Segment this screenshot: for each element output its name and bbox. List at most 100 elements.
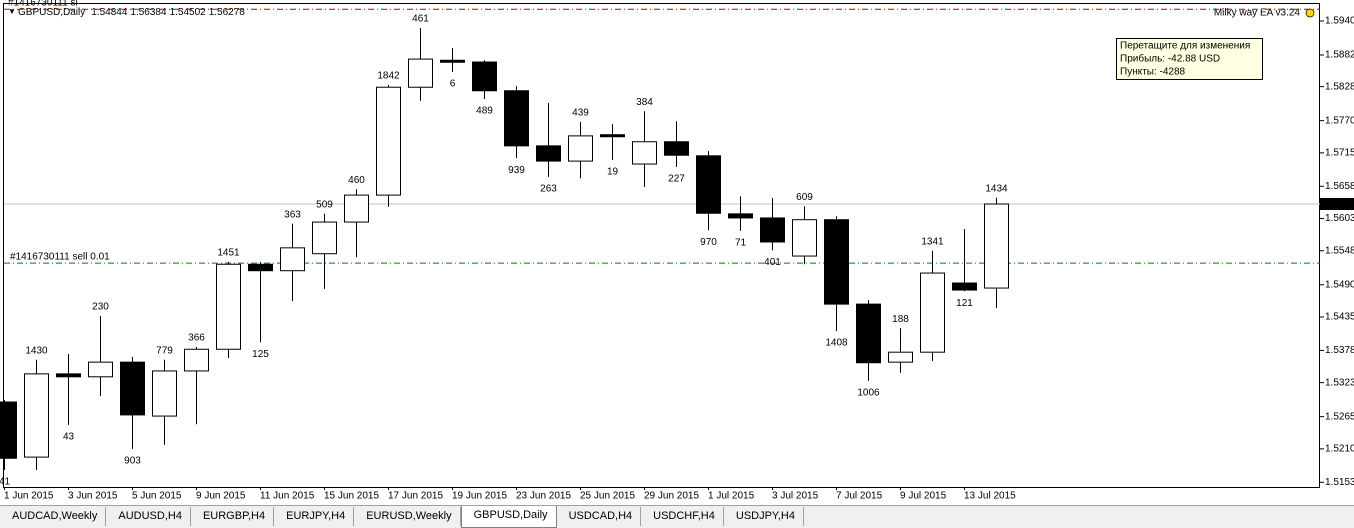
chart-tab[interactable]: AUDUSD,H4 [106,507,191,526]
stop-line-label: #1416730111 sl [8,0,78,9]
body-points-label: 121 [956,298,973,309]
x-tick-label: 13 Jul 2015 [964,491,1016,502]
y-tick-label: 1.5548 [1325,245,1354,256]
candle-body [0,401,17,459]
body-points-label: 188 [892,314,909,325]
tooltip-line: Пункты: -4288 [1120,67,1186,78]
close-value: 1.56278 [209,7,246,18]
body-points-label: 1434 [985,183,1008,194]
candle-body [568,135,593,162]
candle-body [984,203,1009,289]
candle-body [376,86,401,196]
x-tick-label: 17 Jun 2015 [388,491,443,502]
body-points-label: 460 [348,175,365,186]
candle-body [408,58,433,88]
symbol: GBPUSD,Daily [18,7,85,18]
candle-body [120,361,145,416]
chart-tab[interactable]: AUDCAD,Weekly [0,507,107,526]
y-tick-label: 1.5658 [1325,181,1354,192]
y-tick-label: 1.5490 [1325,279,1354,290]
chart-tab[interactable]: USDJPY,H4 [724,507,804,526]
y-tick-label: 1.5153 [1325,477,1354,488]
candle-body [24,373,49,458]
body-points-label: 43 [63,432,75,443]
body-points-label: 1842 [377,71,400,82]
candle-body [216,263,241,350]
body-points-label: 19 [607,167,619,178]
candle-body [920,272,945,353]
body-points-label: 363 [284,209,301,220]
body-points-label: 1430 [25,345,48,356]
expert-icon [1305,8,1315,18]
high-value: 1.56384 [130,7,167,18]
x-tick-label: 9 Jul 2015 [900,491,947,502]
candle-body [760,217,785,243]
x-tick-label: 5 Jun 2015 [132,491,182,502]
candle-body [56,373,81,378]
x-tick-label: 3 Jul 2015 [772,491,819,502]
current-price-box [1320,197,1354,210]
x-tick-label: 1 Jun 2015 [4,491,54,502]
low-value: 1.54502 [170,7,207,18]
body-points-label: 1451 [217,248,240,259]
candle-body [600,134,625,138]
header: ▼ GBPUSD,Daily 1.54844 1.56384 1.54502 1.5627… [8,7,245,18]
candle-body [792,219,817,257]
tab-bar: AUDCAD,Weekly AUDUSD,H4 EURGBP,H4 EURJPY,H4… [0,505,1354,528]
chart: ▼ GBPUSD,Daily 1.54844 1.56384 1.54502 1.5627… [0,0,1354,502]
current-price-label: 1.5627 [1323,199,1354,210]
y-tick-label: 1.5940 [1325,16,1354,27]
y-tick-label: 1.5882 [1325,50,1354,61]
candle-body [152,370,177,417]
chart-tab[interactable]: EURGBP,H4 [191,507,275,526]
y-tick-label: 1.5603 [1325,213,1354,224]
x-tick-label: 1 Jul 2015 [708,491,755,502]
candle-body [856,303,881,364]
body-points-label: 6 [450,79,456,90]
chart-tab[interactable]: USDCHF,H4 [641,507,724,526]
x-tick-label: 9 Jun 2015 [196,491,246,502]
y-tick-label: 1.5435 [1325,312,1354,323]
candle-body [440,59,465,63]
body-points-label: 939 [508,165,525,176]
body-points-label: 509 [316,199,333,210]
candle-body [728,213,753,219]
x-tick-label: 3 Jun 2015 [68,491,118,502]
body-points-label: 1341 [921,236,944,247]
candle-body [280,247,305,272]
x-tick-label: 25 Jun 2015 [580,491,635,502]
candle-body [504,90,529,147]
tooltip-line: Прибыль: -42.88 USD [1120,53,1220,65]
tooltip-box [1116,38,1263,80]
plot-frame [3,3,1320,488]
y-tick-label: 1.5210 [1325,444,1354,455]
expert-name: Milky way EA v3.24 [1214,8,1301,19]
x-tick-label: 15 Jun 2015 [324,491,379,502]
x-tick-label: 23 Jun 2015 [516,491,571,502]
candle-body [696,155,721,214]
order-line-label: #1416730111 sell 0.01 [10,252,110,263]
candle-body [888,351,913,363]
body-points-label: 384 [636,97,653,108]
body-points-label: 439 [572,107,589,118]
body-points-label: 366 [188,333,205,344]
body-points-label: 903 [124,456,141,467]
body-points-label: 125 [252,349,269,360]
chart-tab[interactable]: USDCAD,H4 [557,507,642,526]
y-tick-label: 1.5770 [1325,115,1354,126]
chart-tab[interactable]: EURJPY,H4 [274,507,355,526]
body-points-label: 489 [476,106,493,117]
x-tick-label: 19 Jun 2015 [452,491,507,502]
body-points-label: 71 [735,237,747,248]
x-tick-label: 11 Jun 2015 [260,491,315,502]
x-tick-label: 29 Jun 2015 [644,491,699,502]
open-value: 1.54844 [91,7,128,18]
chart-tab[interactable]: GBPUSD,Daily [460,506,557,528]
y-tick-label: 1.5323 [1325,377,1354,388]
candle-body [824,219,849,305]
body-points-label: 230 [92,301,109,312]
body-points-label: 461 [412,14,429,25]
y-tick-label: 1.5715 [1325,148,1354,159]
chart-tab[interactable]: EURUSD,Weekly [354,507,461,526]
